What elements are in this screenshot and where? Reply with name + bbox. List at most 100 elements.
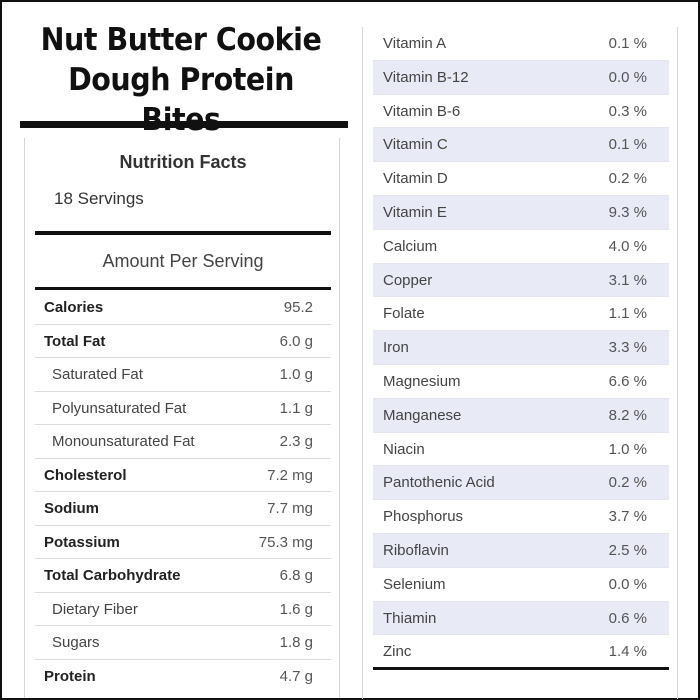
vitamin-value: 1.0 % [608,440,647,458]
nutrient-label: Sodium [44,500,99,517]
nutrient-value: 2.3 g [279,433,313,450]
nutrient-value: 1.8 g [279,634,313,651]
vitamin-label: Selenium [383,575,446,593]
vitamin-label: Pantothenic Acid [383,474,495,492]
nutrient-label: Sugars [52,634,100,651]
vitamin-row-vitamin-a: Vitamin A 0.1 % [373,27,669,61]
vitamins-minerals-panel: Vitamin A 0.1 % Vitamin B-12 0.0 % Vitam… [362,27,678,699]
vitamin-row-selenium: Selenium 0.0 % [373,568,669,602]
nutrient-row-potassium: Potassium 75.3 mg [35,526,331,559]
vitamin-label: Vitamin B-12 [383,68,469,86]
vitamin-label: Vitamin A [383,35,447,52]
vitamin-value: 2.5 % [608,541,647,559]
vitamin-row-calcium: Calcium 4.0 % [373,230,669,264]
vitamin-label: Folate [383,305,425,323]
thick-divider [35,231,331,235]
nutrient-label: Saturated Fat [52,366,143,383]
vitamin-label: Copper [383,271,433,289]
bottom-divider [373,667,669,670]
nutrient-row-calories: Calories 95.2 [35,291,331,325]
vitamin-value: 8.2 % [608,406,647,424]
nutrient-value: 95.2 [283,299,313,316]
amount-per-serving-label: Amount Per Serving [102,251,264,271]
nutrient-value: 1.6 g [279,600,313,618]
vitamin-row-pantothenic-acid: Pantothenic Acid 0.2 % [373,466,669,501]
vitamin-value: 1.4 % [608,643,647,661]
vitamin-row-niacin: Niacin 1.0 % [373,433,669,467]
vitamin-label: Niacin [383,440,425,458]
nutrient-value: 7.7 mg [267,500,313,517]
vitamin-row-riboflavin: Riboflavin 2.5 % [373,533,669,568]
nutrient-row-total-fat: Total Fat 6.0 g [35,325,331,358]
vitamin-value: 0.0 % [608,575,647,593]
recipe-title-line-1: Nut Butter Cookie [40,22,322,58]
recipe-title: Nut Butter Cookie Dough Protein Bites [27,20,334,140]
nutrient-row-polyunsaturated-fat: Polyunsaturated Fat 1.1 g [35,392,331,425]
vitamin-row-phosphorus: Phosphorus 3.7 % [373,500,669,534]
vitamin-label: Vitamin E [383,203,447,221]
nutrient-value: 6.8 g [279,567,313,584]
vitamin-row-vitamin-e: Vitamin E 9.3 % [373,195,669,230]
vitamin-value: 6.6 % [608,372,647,390]
vitamin-label: Riboflavin [383,541,449,559]
nutrient-value: 4.7 g [279,667,313,685]
nutrient-row-protein: Protein 4.7 g [35,660,331,694]
nutrient-table: Calories 95.2 Total Fat 6.0 g Saturated … [35,291,331,693]
nutrient-label: Total Fat [44,332,106,350]
vitamin-label: Phosphorus [383,508,464,526]
nutrient-label: Protein [44,667,96,685]
nutrient-label: Cholesterol [44,466,127,484]
nutrient-row-saturated-fat: Saturated Fat 1.0 g [35,358,331,392]
nutrient-row-monounsaturated-fat: Monounsaturated Fat 2.3 g [35,425,331,459]
nutrient-label: Monounsaturated Fat [52,433,195,450]
vitamin-label: Zinc [383,643,412,661]
nutrition-facts-panel: Nutrition Facts 18 Servings Amount Per S… [24,138,340,698]
vitamin-row-manganese: Manganese 8.2 % [373,398,669,433]
nutrient-row-total-carbohydrate: Total Carbohydrate 6.8 g [35,559,331,593]
vitamin-table: Vitamin A 0.1 % Vitamin B-12 0.0 % Vitam… [373,27,669,670]
vitamin-row-folate: Folate 1.1 % [373,297,669,332]
recipe-title-line-2: Dough Protein Bites [68,62,294,138]
thick-divider [35,287,331,290]
vitamin-value: 4.0 % [608,237,647,255]
vitamin-value: 0.6 % [608,609,647,627]
vitamin-row-vitamin-d: Vitamin D 0.2 % [373,162,669,196]
vitamin-value: 3.1 % [608,271,647,289]
vitamin-label: Calcium [383,237,438,255]
vitamin-row-iron: Iron 3.3 % [373,331,669,365]
vitamin-label: Vitamin B-6 [383,102,461,120]
vitamin-value: 0.1 % [608,35,647,52]
vitamin-value: 1.1 % [608,305,647,323]
nutrient-row-cholesterol: Cholesterol 7.2 mg [35,459,331,492]
vitamin-label: Vitamin D [383,170,448,188]
nutrient-value: 6.0 g [279,332,313,350]
vitamin-value: 9.3 % [608,203,647,221]
nutrient-row-sodium: Sodium 7.7 mg [35,492,331,526]
nutrient-label: Dietary Fiber [52,600,138,618]
vitamin-row-vitamin-c: Vitamin C 0.1 % [373,128,669,163]
nutrient-row-sugars: Sugars 1.8 g [35,626,331,660]
vitamin-value: 0.2 % [608,170,647,188]
nutrient-value: 75.3 mg [258,533,313,551]
vitamin-row-zinc: Zinc 1.4 % [373,635,669,670]
servings-count: 18 Servings [54,189,144,208]
nutrient-label: Calories [44,299,104,316]
vitamin-row-magnesium: Magnesium 6.6 % [373,365,669,399]
nutrient-label: Potassium [44,533,120,551]
vitamin-label: Iron [383,339,409,357]
vitamin-row-copper: Copper 3.1 % [373,263,669,298]
vitamin-value: 0.0 % [608,68,647,86]
vitamin-label: Manganese [383,406,462,424]
nutrient-value: 1.1 g [279,399,313,417]
vitamin-value: 0.1 % [608,136,647,154]
vitamin-row-vitamin-b-12: Vitamin B-12 0.0 % [373,60,669,95]
nutrient-value: 7.2 mg [267,466,313,484]
vitamin-label: Vitamin C [383,136,448,154]
vitamin-value: 0.3 % [608,102,647,120]
vitamin-label: Magnesium [383,372,461,390]
nutrient-label: Polyunsaturated Fat [52,399,187,417]
nutrient-value: 1.0 g [279,366,313,383]
vitamin-value: 3.3 % [608,339,647,357]
nutrient-row-dietary-fiber: Dietary Fiber 1.6 g [35,593,331,626]
